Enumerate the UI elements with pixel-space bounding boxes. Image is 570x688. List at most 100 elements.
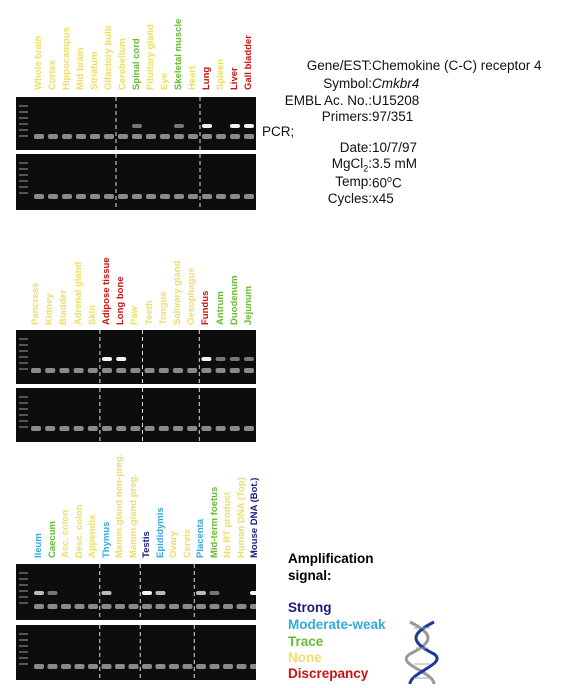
lane-label: Eye — [159, 73, 170, 90]
primers-value: 97/351 — [372, 109, 414, 124]
lane-label: Asc. colon — [60, 509, 71, 558]
gel-band — [236, 664, 247, 669]
gel-band — [102, 357, 112, 361]
gel-band — [202, 134, 212, 139]
lane-label: No RT product — [222, 492, 233, 558]
lane-label: Cervix — [181, 528, 193, 558]
gel-band — [102, 368, 112, 373]
gel-band — [115, 664, 125, 669]
gel-band — [158, 426, 169, 431]
gel-band — [47, 604, 58, 609]
gel-band — [45, 368, 56, 373]
legend-trace: Trace — [288, 634, 324, 649]
lane-label: Duodenum — [228, 275, 240, 325]
gel-band — [130, 426, 141, 431]
gel-band — [216, 194, 226, 199]
gel-band — [61, 664, 71, 669]
gel-band — [74, 604, 85, 609]
legend-moderate: Moderate-weak — [288, 617, 386, 632]
gel-band — [146, 194, 156, 199]
gel-band — [155, 664, 166, 669]
lane-label: Long bone — [115, 276, 127, 325]
lane-label: Ileum — [33, 533, 44, 558]
gel-band — [115, 604, 125, 609]
gel-band — [174, 124, 184, 128]
gel-band — [102, 426, 112, 431]
gel-band — [132, 124, 142, 128]
cycles-value: x45 — [372, 191, 394, 206]
gel-band — [128, 604, 139, 609]
primers-label: Primers: — [321, 109, 372, 124]
pcr-label: PCR; — [262, 124, 295, 139]
gel-band — [73, 368, 84, 373]
gel-band — [31, 426, 41, 431]
gel-band — [144, 368, 155, 373]
lane-label: Ovary — [168, 531, 179, 558]
gel-band — [244, 124, 254, 128]
lane-label: Human DNA (Top) — [235, 477, 247, 558]
gel-band — [230, 194, 240, 199]
gel-band — [48, 194, 58, 199]
lane-label: Hippocampus — [61, 27, 72, 90]
gel-band — [31, 368, 41, 373]
gel-band — [244, 194, 254, 199]
lane-label: Cortex — [47, 59, 58, 90]
gel-band — [187, 426, 198, 431]
gel-band — [173, 368, 183, 373]
lane-label: Pancreas — [30, 282, 41, 325]
gel-band — [87, 426, 98, 431]
date-label: Date: — [339, 140, 372, 155]
lane-label: Adipose tissue — [101, 257, 112, 325]
gel-band — [118, 194, 128, 199]
gel-band — [196, 591, 206, 595]
gel-band — [76, 194, 86, 199]
lane-label: Whole brain — [33, 35, 44, 90]
gel-band — [201, 368, 212, 373]
lane-label: Cerebellum — [117, 38, 128, 90]
gel-band — [142, 604, 152, 609]
gel-band — [116, 357, 127, 361]
gel-band — [101, 604, 112, 609]
lane-label: Thymus — [100, 521, 112, 558]
gel-panel-2-bottom — [16, 388, 256, 442]
gel-band — [116, 426, 127, 431]
gel-band — [201, 357, 212, 361]
gel-band — [34, 591, 44, 595]
lane-label: Oesophagus — [186, 267, 198, 325]
legend-title-line1: Amplification — [288, 551, 374, 566]
lane-label: Epididymis — [154, 507, 166, 558]
dna-helix-icon — [405, 620, 439, 685]
gel-band — [47, 664, 58, 669]
gel-band — [182, 604, 193, 609]
lane-label: Desc. colon — [73, 504, 85, 558]
gel-band — [130, 368, 141, 373]
lane-label: Spleen — [215, 58, 226, 90]
gel-panel-1-top — [16, 97, 256, 150]
lane-label: Jejunum — [243, 285, 254, 325]
symbol-label: Symbol: — [323, 76, 372, 91]
amplification-legend: Amplification signal: Strong Moderate-we… — [288, 550, 386, 681]
gel-panel-3-bottom — [16, 625, 256, 680]
gel-band — [169, 604, 179, 609]
lane-label: Mid-term foetus — [208, 486, 220, 558]
gene-label: Gene/EST: — [306, 58, 372, 73]
gel-band — [62, 194, 72, 199]
gel-band — [34, 664, 44, 669]
lane-label: Paw — [129, 305, 141, 325]
lane-label: Caecum — [46, 521, 58, 558]
gel-band — [142, 664, 152, 669]
mgcl-label: MgCl2: — [331, 156, 372, 174]
lane-label: Antrum — [214, 291, 226, 325]
lane-label: Heart — [187, 65, 198, 90]
lane-label: Spinal cord — [131, 38, 142, 90]
gel-band — [104, 134, 114, 139]
gel-band — [158, 368, 169, 373]
lane-label: Pituitary gland — [145, 24, 156, 90]
gel-band — [202, 194, 212, 199]
gel-panel-2-top — [16, 330, 256, 384]
mgcl-value: 3.5 mM — [372, 156, 418, 171]
gel-band — [101, 591, 112, 595]
gel-band — [174, 194, 184, 199]
lane-label: Skin — [86, 304, 98, 325]
lane-label: Fundus — [200, 290, 212, 325]
